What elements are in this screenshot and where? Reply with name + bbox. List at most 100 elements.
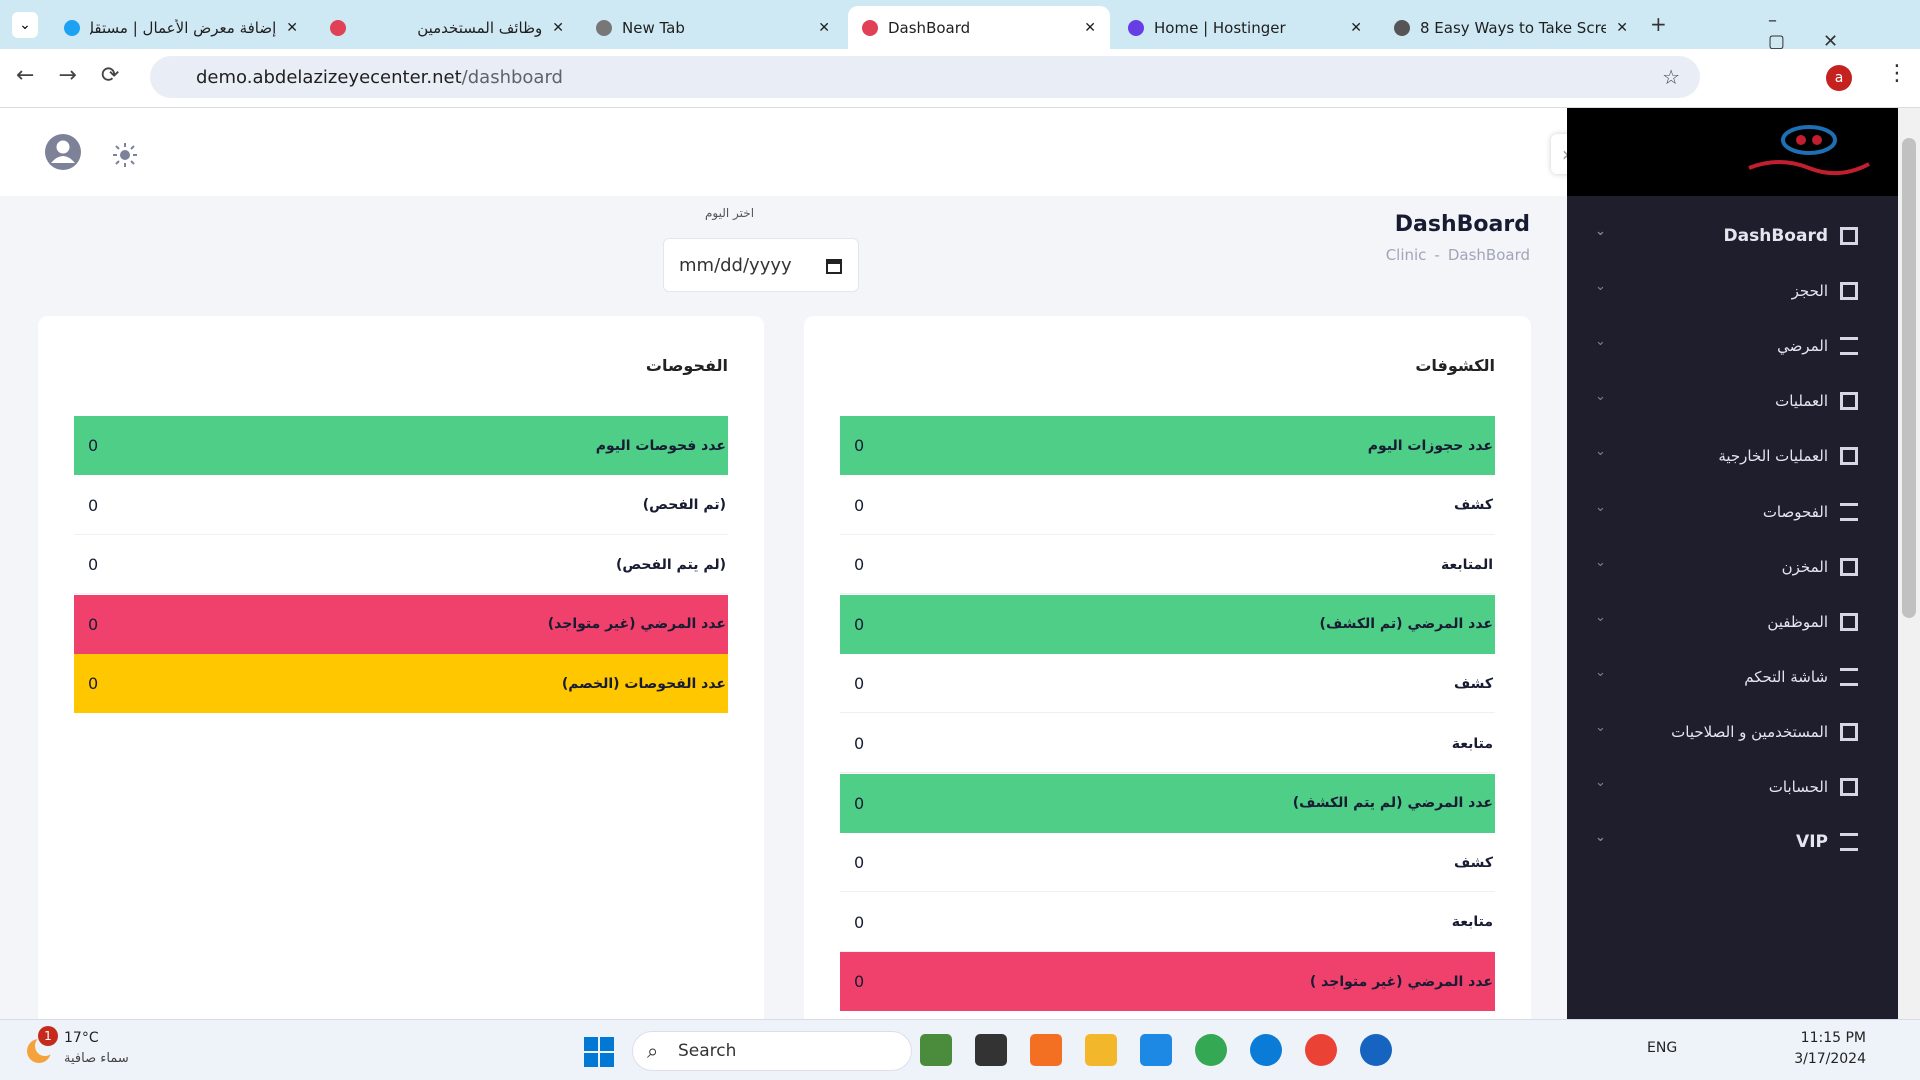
menu-icon [1840, 337, 1858, 356]
date-input[interactable]: mm/dd/yyyy [663, 238, 859, 292]
menu-item[interactable]: المستخدمين و الصلاحيات ⌄ [1567, 712, 1898, 752]
stat-value: 0 [88, 436, 99, 455]
menu-item[interactable]: العمليات الخارجية ⌄ [1567, 436, 1898, 476]
scroll-thumb[interactable] [1902, 138, 1916, 618]
menu-button[interactable]: ⋮ [1886, 61, 1908, 86]
menu-icon [1840, 612, 1858, 631]
stat-value: 0 [854, 734, 865, 753]
page-title: DashBoard [1394, 212, 1530, 237]
bookmark-star[interactable]: ☆ [1662, 65, 1680, 89]
menu-item[interactable]: الموظفين ⌄ [1567, 602, 1898, 642]
stat-row: عدد فحوصات اليوم 0 [74, 416, 728, 475]
menu-icon [1840, 833, 1858, 852]
menu-item[interactable]: شاشة التحكم ⌄ [1567, 657, 1898, 697]
search-text: Search [678, 1041, 737, 1061]
breadcrumb-item[interactable]: Clinic [1385, 246, 1427, 264]
address-bar: ←→⟳ demo.abdelazizeyecenter.net/dashboar… [0, 49, 1920, 108]
menu-item[interactable]: المرضي ⌄ [1567, 326, 1898, 366]
menu-icon [1840, 282, 1858, 301]
tab-close[interactable]: ✕ [1350, 19, 1362, 36]
menu-label: الفحوصات [1762, 502, 1828, 521]
omnibox[interactable]: demo.abdelazizeyecenter.net/dashboard ☆ [150, 56, 1700, 98]
menu-item[interactable]: المخزن ⌄ [1567, 547, 1898, 587]
temperature: 17°C [64, 1030, 99, 1046]
logo-area [1567, 108, 1898, 196]
card: الفحوصات عدد فحوصات اليوم 0 (تم الفحص) 0 (لم … [38, 316, 764, 1019]
taskbar-app[interactable] [1360, 1034, 1392, 1066]
profile-avatar[interactable]: a [1826, 65, 1852, 91]
taskbar: 1 17°C سماء صافية ⌕ Search ENG 11:15 PM 3… [0, 1019, 1920, 1080]
tab[interactable]: DashBoard ✕ [848, 6, 1110, 49]
tab-favicon [1128, 19, 1144, 36]
stat-value: 0 [854, 614, 865, 634]
taskbar-app[interactable] [1030, 1034, 1062, 1066]
tab-favicon [330, 19, 346, 36]
clock-time[interactable]: 11:15 PM [1800, 1030, 1866, 1046]
tab-close[interactable]: ✕ [552, 19, 564, 36]
stat-value: 0 [88, 674, 99, 694]
breadcrumb: Clinic - DashBoard [1386, 246, 1530, 264]
stat-label: عدد المرضي (غير متواجد ) [1309, 973, 1493, 990]
tab-close[interactable]: ✕ [818, 19, 830, 36]
menu-chevron: ⌄ [1595, 775, 1606, 790]
menu-icon [1840, 392, 1858, 411]
stat-value: 0 [854, 495, 865, 515]
user-avatar[interactable] [44, 133, 82, 171]
tab[interactable]: إضافة معرض الأعمال | مستقل ✕ [50, 6, 312, 49]
stat-row: متابعة 0 [840, 893, 1495, 952]
menu-item[interactable]: الحسابات ⌄ [1567, 767, 1898, 807]
tab-title: 8 Easy Ways to Take Screenshots [1420, 18, 1607, 37]
stat-row: متابعة 0 [840, 714, 1495, 773]
taskbar-app[interactable] [975, 1034, 1007, 1066]
new-tab[interactable]: + [1650, 12, 1667, 36]
taskbar-app[interactable] [1250, 1034, 1282, 1066]
tab-strip: ⌄ + –▢✕ إضافة معرض الأعمال | مستقل ✕ وظائف… [0, 0, 1920, 52]
menu-label: المستخدمين و الصلاحيات [1671, 722, 1828, 741]
tab[interactable]: وظائف المستخدمين ✕ [316, 6, 578, 49]
stat-label: متابعة [1451, 914, 1493, 931]
nav-buttons[interactable]: ←→⟳ [16, 63, 144, 88]
menu-item[interactable]: DashBoard ⌄ [1567, 216, 1898, 256]
breadcrumb-item: - [1434, 246, 1440, 264]
stat-label: كشف [1453, 497, 1493, 514]
date-label: اختر اليوم [705, 206, 755, 220]
stat-value: 0 [854, 853, 865, 873]
taskbar-app[interactable] [1195, 1034, 1227, 1066]
tab-close[interactable]: ✕ [286, 19, 298, 36]
stat-label: عدد حجوزات اليوم [1367, 437, 1493, 454]
taskbar-app[interactable] [920, 1034, 952, 1066]
menu-icon [1840, 722, 1858, 741]
stat-row: المتابعة 0 [840, 535, 1495, 595]
tab-close[interactable]: ✕ [1616, 19, 1628, 36]
menu-item[interactable]: VIP ⌄ [1567, 822, 1898, 862]
menu-chevron: ⌄ [1595, 334, 1606, 350]
theme-toggle[interactable] [112, 142, 138, 168]
taskbar-app[interactable] [1085, 1034, 1117, 1066]
card: الكشوفات عدد حجوزات اليوم 0 كشف 0 المتابعة 0 عد… [804, 316, 1531, 1019]
tab[interactable]: New Tab ✕ [582, 6, 844, 49]
stat-value: 0 [854, 674, 865, 694]
menu-item[interactable]: الفحوصات ⌄ [1567, 492, 1898, 532]
stat-row: عدد الفحوصات (الخصم) 0 [74, 654, 728, 714]
stat-value: 0 [88, 495, 99, 515]
taskbar-app[interactable] [1140, 1034, 1172, 1066]
taskbar-search[interactable]: ⌕ Search [632, 1031, 912, 1071]
clock-date[interactable]: 3/17/2024 [1794, 1051, 1866, 1067]
stat-label: عدد الفحوصات (الخصم) [561, 675, 726, 692]
menu-label: العمليات الخارجية [1718, 447, 1828, 466]
tab[interactable]: 8 Easy Ways to Take Screenshots ✕ [1380, 6, 1642, 49]
language[interactable]: ENG [1647, 1040, 1678, 1056]
window-controls[interactable]: –▢✕ [1768, 10, 1877, 52]
menu-item[interactable]: العمليات ⌄ [1567, 381, 1898, 421]
tab-title: Home | Hostinger [1154, 18, 1286, 37]
start-button[interactable] [584, 1037, 614, 1067]
tab-search[interactable]: ⌄ [12, 12, 38, 38]
tab-close[interactable]: ✕ [1084, 19, 1096, 36]
menu-chevron: ⌄ [1595, 830, 1606, 846]
calendar-icon[interactable] [826, 257, 842, 274]
taskbar-app[interactable] [1305, 1034, 1337, 1066]
stat-label: المتابعة [1440, 556, 1493, 573]
menu-icon [1840, 447, 1858, 466]
tab[interactable]: Home | Hostinger ✕ [1114, 6, 1376, 49]
menu-item[interactable]: الحجز ⌄ [1567, 271, 1898, 311]
